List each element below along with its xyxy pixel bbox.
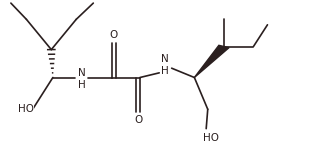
Text: HO: HO — [18, 104, 34, 114]
Text: O: O — [110, 30, 118, 40]
Text: N
H: N H — [161, 54, 169, 76]
Text: N
H: N H — [78, 68, 86, 90]
Text: HO: HO — [203, 133, 219, 143]
Polygon shape — [194, 45, 229, 78]
Text: O: O — [134, 115, 142, 125]
